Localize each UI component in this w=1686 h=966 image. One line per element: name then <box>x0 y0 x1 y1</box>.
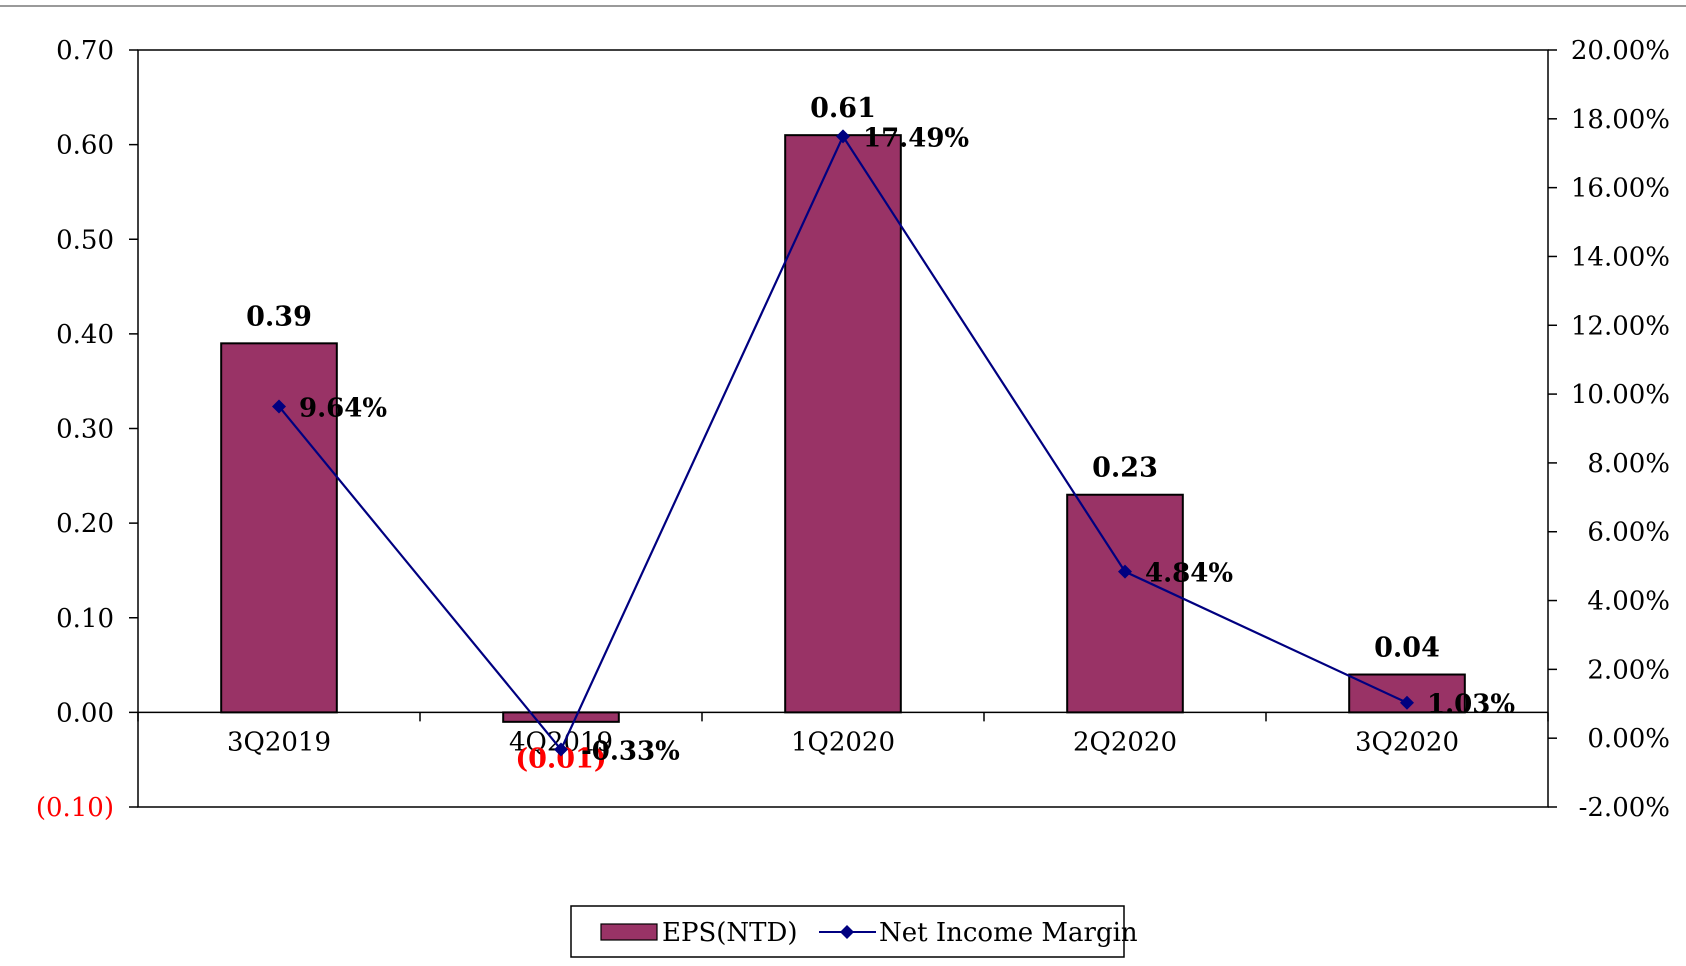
right-axis: -2.00% 0.00% 2.00% 4.00% 6.00% 8.00% 10.00% 12.… <box>1548 36 1670 823</box>
legend: EPS(NTD) Net Income Margin <box>570 905 1138 958</box>
margin-point <box>836 129 850 144</box>
left-tick-label: 0.60 <box>56 131 114 161</box>
margin-point <box>1118 564 1132 579</box>
margin-data-label: 1.03% <box>1427 690 1515 720</box>
category-label: 1Q2020 <box>791 727 895 757</box>
right-tick-label: 10.00% <box>1571 380 1670 410</box>
eps-data-labels: 0.39(0.01)0.610.230.04 <box>246 93 1440 774</box>
eps-data-label: 0.04 <box>1374 633 1440 664</box>
category-labels: 3Q2019 4Q2019 1Q2020 2Q2020 3Q2020 <box>227 727 1459 757</box>
category-label: 3Q2020 <box>1355 727 1459 757</box>
eps-data-label: 0.23 <box>1092 453 1158 484</box>
eps-data-label: 0.39 <box>246 301 312 332</box>
net-income-margin-line <box>272 129 1414 757</box>
right-tick-label: 20.00% <box>1571 36 1670 66</box>
legend-label-margin: Net Income Margin <box>879 918 1138 948</box>
left-tick-label: 0.70 <box>56 36 114 66</box>
margin-data-label: 17.49% <box>863 123 969 153</box>
legend-marker-margin <box>840 925 854 939</box>
category-label: 3Q2019 <box>227 727 331 757</box>
right-tick-label: 18.00% <box>1571 105 1670 135</box>
left-tick-label: 0.50 <box>56 225 114 255</box>
right-tick-label: 16.00% <box>1571 174 1670 204</box>
margin-data-label: 9.64% <box>299 393 387 423</box>
eps-bars <box>220 134 1466 723</box>
eps-bar <box>784 134 902 714</box>
right-tick-label: -2.00% <box>1579 793 1670 823</box>
left-tick-label: 0.30 <box>56 415 114 445</box>
margin-point <box>554 742 568 757</box>
legend-swatch-eps <box>600 923 658 941</box>
eps-bar <box>502 711 620 723</box>
left-axis: (0.10) 0.00 0.10 0.20 0.30 0.40 0.50 0.60 0.70 <box>36 36 138 823</box>
left-tick-label: (0.10) <box>36 793 114 823</box>
margin-point <box>272 399 286 414</box>
right-tick-label: 8.00% <box>1587 449 1670 479</box>
left-tick-label: 0.40 <box>56 320 114 350</box>
margin-data-label: -0.33% <box>581 737 680 767</box>
eps-bar <box>1066 493 1184 714</box>
legend-label-eps: EPS(NTD) <box>662 918 798 948</box>
category-label: 2Q2020 <box>1073 727 1177 757</box>
left-tick-label: 0.20 <box>56 509 114 539</box>
right-tick-label: 12.00% <box>1571 311 1670 341</box>
right-tick-label: 6.00% <box>1587 518 1670 548</box>
right-tick-label: 14.00% <box>1571 242 1670 272</box>
left-tick-label: 0.10 <box>56 604 114 634</box>
category-ticks <box>137 712 1549 722</box>
right-tick-label: 0.00% <box>1587 724 1670 754</box>
margin-point <box>1400 695 1414 710</box>
margin-data-labels: 9.64% -0.33% 17.49% 4.84% 1.03% <box>299 123 1515 766</box>
left-tick-label: 0.00 <box>56 698 114 728</box>
right-tick-label: 4.00% <box>1587 587 1670 617</box>
eps-data-label: 0.61 <box>810 93 876 124</box>
top-divider <box>0 5 1686 7</box>
right-tick-label: 2.00% <box>1587 655 1670 685</box>
margin-data-label: 4.84% <box>1145 559 1233 589</box>
